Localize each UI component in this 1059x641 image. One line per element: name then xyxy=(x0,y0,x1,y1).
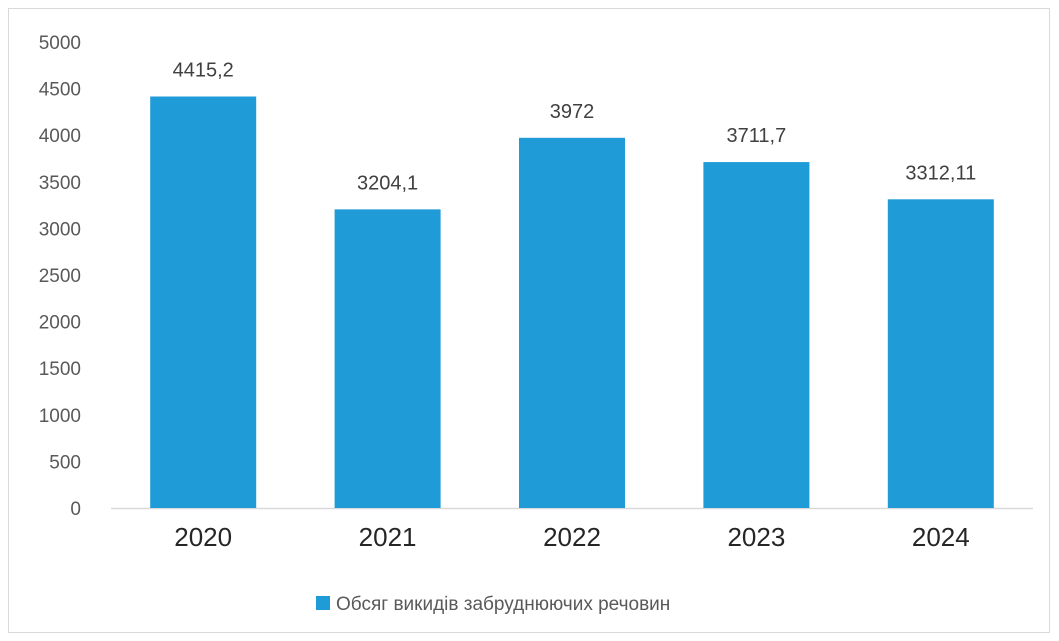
bar xyxy=(887,199,994,508)
bar-chart: 0 500 1000 1500 2000 2500 3000 3500 4000 4500 5000… xyxy=(39,33,1033,615)
x-tick-label: 2022 xyxy=(543,522,601,552)
bar xyxy=(334,209,441,509)
data-label: 3204,1 xyxy=(357,172,418,194)
y-tick-label: 500 xyxy=(49,452,81,473)
data-label: 3312,11 xyxy=(905,162,976,184)
bar xyxy=(703,162,810,508)
legend-swatch xyxy=(316,596,330,610)
y-tick-label: 2500 xyxy=(39,266,81,287)
x-tick-label: 2021 xyxy=(359,522,417,552)
y-tick-label: 5000 xyxy=(39,33,81,54)
chart-frame: 0 500 1000 1500 2000 2500 3000 3500 4000 4500 5000… xyxy=(8,8,1050,633)
y-axis-ticks: 0 500 1000 1500 2000 2500 3000 3500 4000 4500 5000 xyxy=(39,33,81,520)
bars-group xyxy=(150,96,994,509)
bar xyxy=(150,96,257,508)
data-label: 4415,2 xyxy=(173,60,234,82)
bar xyxy=(519,137,625,508)
data-label: 3972 xyxy=(550,101,595,123)
y-tick-label: 1000 xyxy=(39,406,81,427)
y-tick-label: 4500 xyxy=(39,80,81,101)
y-tick-label: 1500 xyxy=(39,359,81,380)
x-tick-label: 2020 xyxy=(174,522,232,552)
x-axis-ticks: 2020 2021 2022 2023 2024 xyxy=(174,522,969,552)
y-tick-label: 0 xyxy=(70,499,81,520)
legend-label: Обсяг викидів забруднюючих речовин xyxy=(336,594,670,615)
y-tick-label: 3000 xyxy=(39,219,81,240)
legend: Обсяг викидів забруднюючих речовин xyxy=(316,594,670,615)
y-tick-label: 4000 xyxy=(39,126,81,147)
x-tick-label: 2023 xyxy=(727,522,785,552)
y-tick-label: 3500 xyxy=(39,173,81,194)
y-tick-label: 2000 xyxy=(39,313,81,334)
data-label: 3711,7 xyxy=(727,125,787,147)
data-labels-group: 4415,2 3204,1 3972 3711,7 3312,11 xyxy=(173,60,977,195)
x-tick-label: 2024 xyxy=(912,522,970,552)
